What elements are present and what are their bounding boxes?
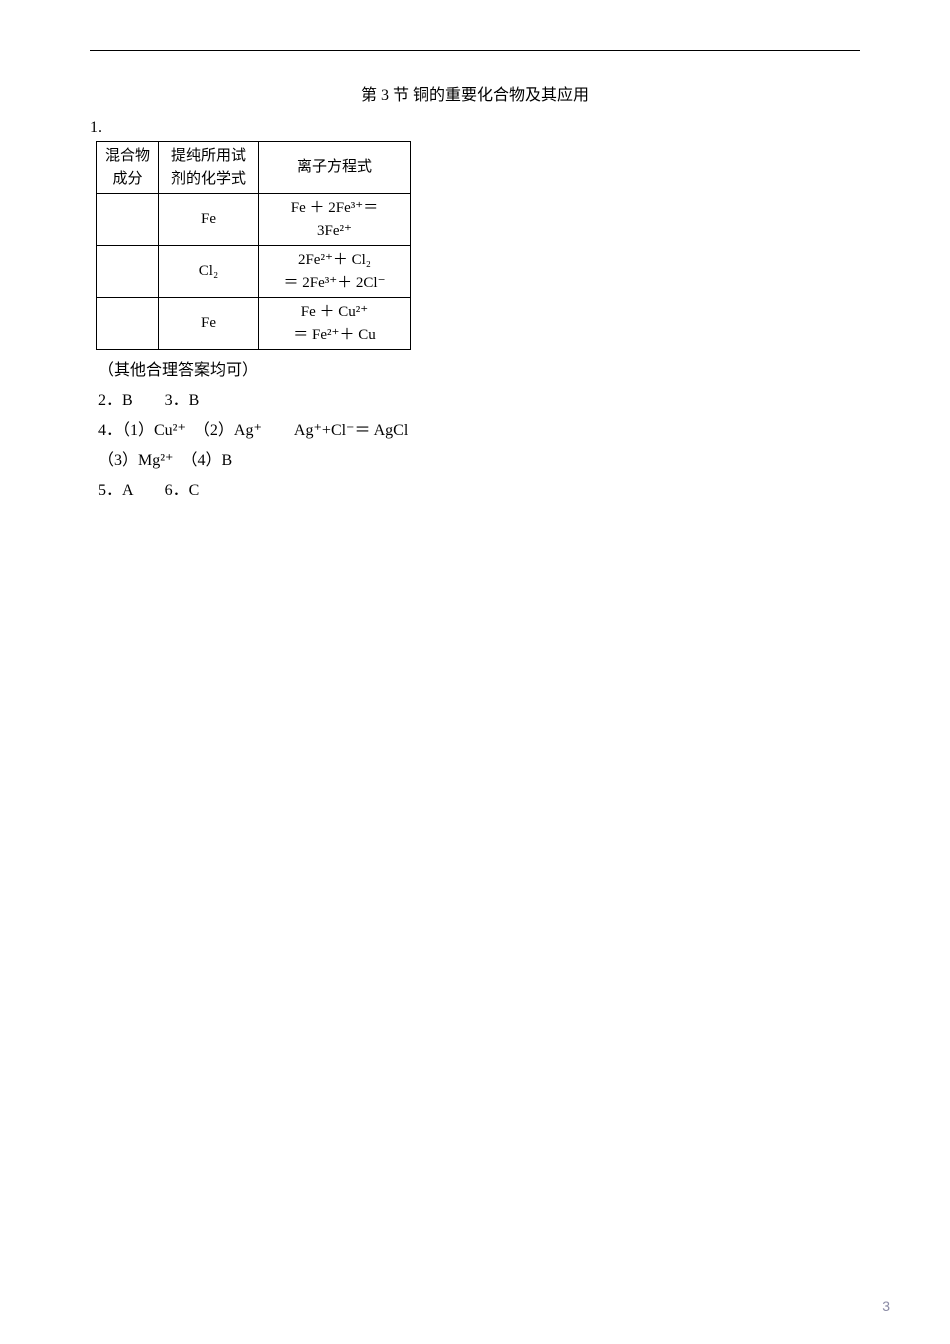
eq1-l2: 3Fe²⁺ bbox=[317, 223, 352, 239]
th-reagent-l1: 提纯所用试 bbox=[171, 148, 246, 164]
table-header-row: 混合物 成分 提纯所用试 剂的化学式 离子方程式 bbox=[97, 142, 411, 194]
th-equation: 离子方程式 bbox=[259, 142, 411, 194]
cell-reagent-1: Fe bbox=[159, 194, 259, 246]
horizontal-rule bbox=[90, 50, 860, 51]
note-other-answers: （其他合理答案均可） bbox=[98, 356, 860, 380]
section-title: 第 3 节 铜的重要化合物及其应用 bbox=[90, 81, 860, 105]
th-mixture-l2: 成分 bbox=[112, 171, 142, 187]
cell-mixture-3 bbox=[97, 298, 159, 350]
q1-label: 1. bbox=[90, 119, 860, 137]
cell-equation-3: Fe ＋ Cu²⁺ ＝ Fe²⁺＋ Cu bbox=[259, 298, 411, 350]
answer-table: 混合物 成分 提纯所用试 剂的化学式 离子方程式 Fe Fe ＋ 2Fe³⁺＝ … bbox=[96, 141, 411, 350]
table-row: Cl₂ 2Fe²⁺＋ Cl₂ ＝ 2Fe³⁺＋ 2Cl⁻ bbox=[97, 246, 411, 298]
q5-q6-answers: 5．A 6．C bbox=[98, 476, 860, 500]
page-number: 3 bbox=[882, 1298, 890, 1314]
table-row: Fe Fe ＋ 2Fe³⁺＝ 3Fe²⁺ bbox=[97, 194, 411, 246]
q2-q3-answers: 2．B 3．B bbox=[98, 386, 860, 410]
eq2-l1: 2Fe²⁺＋ Cl₂ bbox=[298, 252, 371, 268]
th-mixture-l1: 混合物 bbox=[105, 148, 150, 164]
th-mixture: 混合物 成分 bbox=[97, 142, 159, 194]
eq3-l1: Fe ＋ Cu²⁺ bbox=[301, 304, 368, 320]
cell-reagent-2: Cl₂ bbox=[159, 246, 259, 298]
q4-line1: 4．（1）Cu²⁺ （2）Ag⁺ Ag⁺+Cl⁻＝ AgCl bbox=[98, 416, 860, 440]
q4-line2: （3）Mg²⁺ （4）B bbox=[98, 446, 860, 470]
cell-reagent-3: Fe bbox=[159, 298, 259, 350]
cell-equation-1: Fe ＋ 2Fe³⁺＝ 3Fe²⁺ bbox=[259, 194, 411, 246]
cell-mixture-1 bbox=[97, 194, 159, 246]
th-reagent: 提纯所用试 剂的化学式 bbox=[159, 142, 259, 194]
cell-equation-2: 2Fe²⁺＋ Cl₂ ＝ 2Fe³⁺＋ 2Cl⁻ bbox=[259, 246, 411, 298]
th-reagent-l2: 剂的化学式 bbox=[171, 171, 246, 187]
eq3-l2: ＝ Fe²⁺＋ Cu bbox=[293, 327, 375, 343]
eq1-l1: Fe ＋ 2Fe³⁺＝ bbox=[291, 200, 378, 216]
eq2-l2: ＝ 2Fe³⁺＋ 2Cl⁻ bbox=[283, 275, 385, 291]
cell-mixture-2 bbox=[97, 246, 159, 298]
table-row: Fe Fe ＋ Cu²⁺ ＝ Fe²⁺＋ Cu bbox=[97, 298, 411, 350]
